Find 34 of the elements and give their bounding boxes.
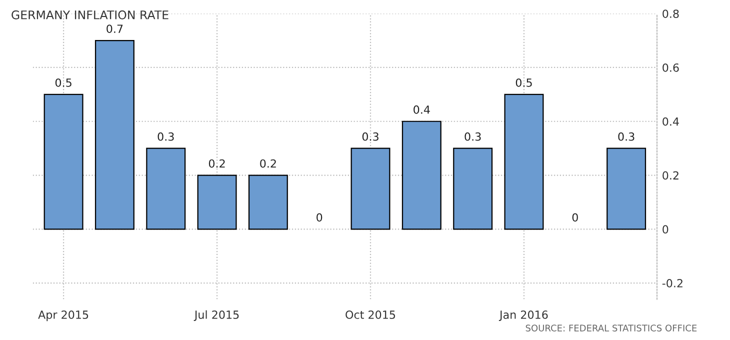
data-label: 0.5 <box>55 78 72 87</box>
bar <box>350 148 390 230</box>
data-label: 0.3 <box>362 132 378 141</box>
y-tick-label: 0.2 <box>662 171 678 180</box>
data-label: 0.2 <box>260 159 276 168</box>
bar <box>94 40 134 230</box>
x-tick-label: Jul 2015 <box>194 310 239 321</box>
data-label: 0 <box>316 213 322 222</box>
data-label: 0.3 <box>618 132 634 141</box>
bar <box>402 120 442 230</box>
x-tick-label: Jan 2016 <box>498 310 548 321</box>
bar <box>504 94 544 230</box>
x-tick-label: Apr 2015 <box>38 310 88 322</box>
data-label: 0.5 <box>516 78 532 87</box>
bar <box>453 148 493 230</box>
data-label: 0.3 <box>158 132 174 141</box>
y-tick-label: 0.6 <box>662 63 679 72</box>
data-label: 0 <box>572 213 578 222</box>
data-label: 0.2 <box>208 159 225 168</box>
data-label: 0.3 <box>464 132 481 141</box>
bar <box>248 174 288 230</box>
y-tick-label: 0 <box>662 225 668 234</box>
source-note: SOURCE: FEDERAL STATISTICS OFFICE <box>526 324 697 332</box>
chart-title: GERMANY INFLATION RATE <box>12 10 168 20</box>
y-tick-label: 0.4 <box>662 117 679 126</box>
x-tick-label: Oct 2015 <box>346 310 396 319</box>
bar <box>606 148 646 230</box>
bar <box>44 94 84 230</box>
bar <box>197 174 237 230</box>
y-tick-label: 0.8 <box>662 10 679 18</box>
bar <box>146 148 186 230</box>
y-tick-label: -0.2 <box>662 279 682 288</box>
data-label: 0.7 <box>106 24 123 33</box>
data-label: 0.4 <box>414 105 430 114</box>
